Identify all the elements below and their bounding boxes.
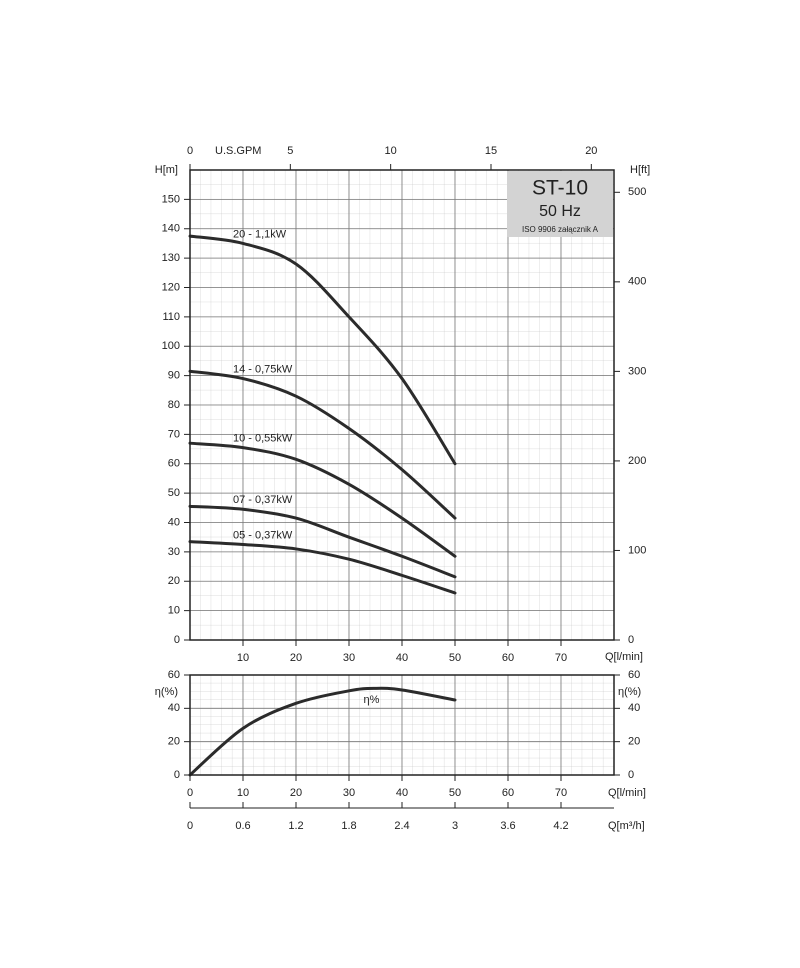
x2-tick-label: 3.6 — [500, 820, 515, 832]
y-tick-label: 150 — [162, 193, 180, 205]
x-tick-label: 30 — [343, 787, 355, 799]
x2-tick-label: 15 — [485, 145, 497, 157]
series-label: 10 - 0,55kW — [233, 433, 293, 445]
y-tick-label: 50 — [168, 487, 180, 499]
y2-tick-label: 500 — [628, 186, 646, 198]
x2-tick-label: 3 — [452, 820, 458, 832]
series-line — [188, 234, 457, 466]
y-tick-label: 60 — [168, 669, 180, 681]
chart-title: ST-10 — [532, 177, 588, 200]
chart-subtitle: 50 Hz — [539, 203, 581, 220]
y-tick-label: 90 — [168, 370, 180, 382]
x-tick-label: 20 — [290, 652, 302, 664]
y-tick-label: 70 — [168, 428, 180, 440]
y-tick-label: 10 — [168, 605, 180, 617]
x-tick-label: 50 — [449, 787, 461, 799]
y-tick-label: 140 — [162, 223, 180, 235]
x2-tick-label: 1.2 — [288, 820, 303, 832]
x2-tick-label: 10 — [385, 145, 397, 157]
y2-tick-label: 100 — [628, 544, 646, 556]
series-label: 14 - 0,75kW — [233, 363, 293, 375]
y-axis-label: η(%) — [155, 686, 178, 698]
x-tick-label: 50 — [449, 652, 461, 664]
y-tick-label: 30 — [168, 546, 180, 558]
x2-tick-label: 20 — [585, 145, 597, 157]
y2-axis-label: η(%) — [618, 686, 641, 698]
x2-tick-label: 0 — [187, 820, 193, 832]
series-label: 07 - 0,37kW — [233, 494, 293, 506]
y2-axis-label: H[ft] — [630, 164, 650, 176]
series-line — [188, 686, 457, 777]
y2-tick-label: 400 — [628, 276, 646, 288]
x-tick-label: 70 — [555, 787, 567, 799]
x2-axis-label: Q[m³/h] — [608, 820, 645, 832]
y-tick-label: 60 — [168, 458, 180, 470]
y-tick-label: 120 — [162, 281, 180, 293]
x2-axis-label: U.S.GPM — [215, 145, 261, 157]
series-label: 05 - 0,37kW — [233, 529, 293, 541]
y-tick-label: 130 — [162, 252, 180, 264]
series-line — [188, 540, 457, 595]
y2-tick-label: 40 — [628, 702, 640, 714]
y2-tick-label: 200 — [628, 455, 646, 467]
x-tick-label: 30 — [343, 652, 355, 664]
y-tick-label: 40 — [168, 702, 180, 714]
x2-tick-label: 0 — [187, 145, 193, 157]
series-line — [188, 441, 457, 558]
chart-note: ISO 9906 załącznik A — [522, 225, 599, 234]
y-tick-label: 0 — [174, 634, 180, 646]
x2-tick-label: 0.6 — [235, 820, 250, 832]
y-tick-label: 0 — [174, 769, 180, 781]
x-tick-label: 10 — [237, 787, 249, 799]
y-tick-label: 110 — [162, 311, 180, 323]
y2-tick-label: 0 — [628, 634, 634, 646]
series-line — [188, 504, 457, 579]
x2-tick-label: 1.8 — [341, 820, 356, 832]
x-tick-label: 10 — [237, 652, 249, 664]
x2-tick-label: 4.2 — [553, 820, 568, 832]
x-tick-label: 60 — [502, 787, 514, 799]
x-tick-label: 70 — [555, 652, 567, 664]
series-label: 20 - 1,1kW — [233, 228, 287, 240]
y2-tick-label: 0 — [628, 769, 634, 781]
x-tick-label: 60 — [502, 652, 514, 664]
x-tick-label: 20 — [290, 787, 302, 799]
y2-tick-label: 60 — [628, 669, 640, 681]
x-axis-label: Q[l/min] — [608, 787, 646, 799]
x-axis-label: Q[l/min] — [605, 651, 643, 663]
y-tick-label: 20 — [168, 575, 180, 587]
series-label: η% — [364, 694, 380, 706]
y-axis-label: H[m] — [155, 164, 178, 176]
x-tick-label: 40 — [396, 787, 408, 799]
x-tick-label: 0 — [187, 787, 193, 799]
y2-tick-label: 20 — [628, 736, 640, 748]
y2-tick-label: 300 — [628, 365, 646, 377]
x2-tick-label: 2.4 — [394, 820, 409, 832]
title-box — [507, 171, 613, 237]
y-tick-label: 100 — [162, 340, 180, 352]
x2-tick-label: 5 — [287, 145, 293, 157]
y-tick-label: 80 — [168, 399, 180, 411]
series-line — [188, 369, 457, 520]
x-tick-label: 40 — [396, 652, 408, 664]
y-tick-label: 40 — [168, 516, 180, 528]
y-tick-label: 20 — [168, 736, 180, 748]
